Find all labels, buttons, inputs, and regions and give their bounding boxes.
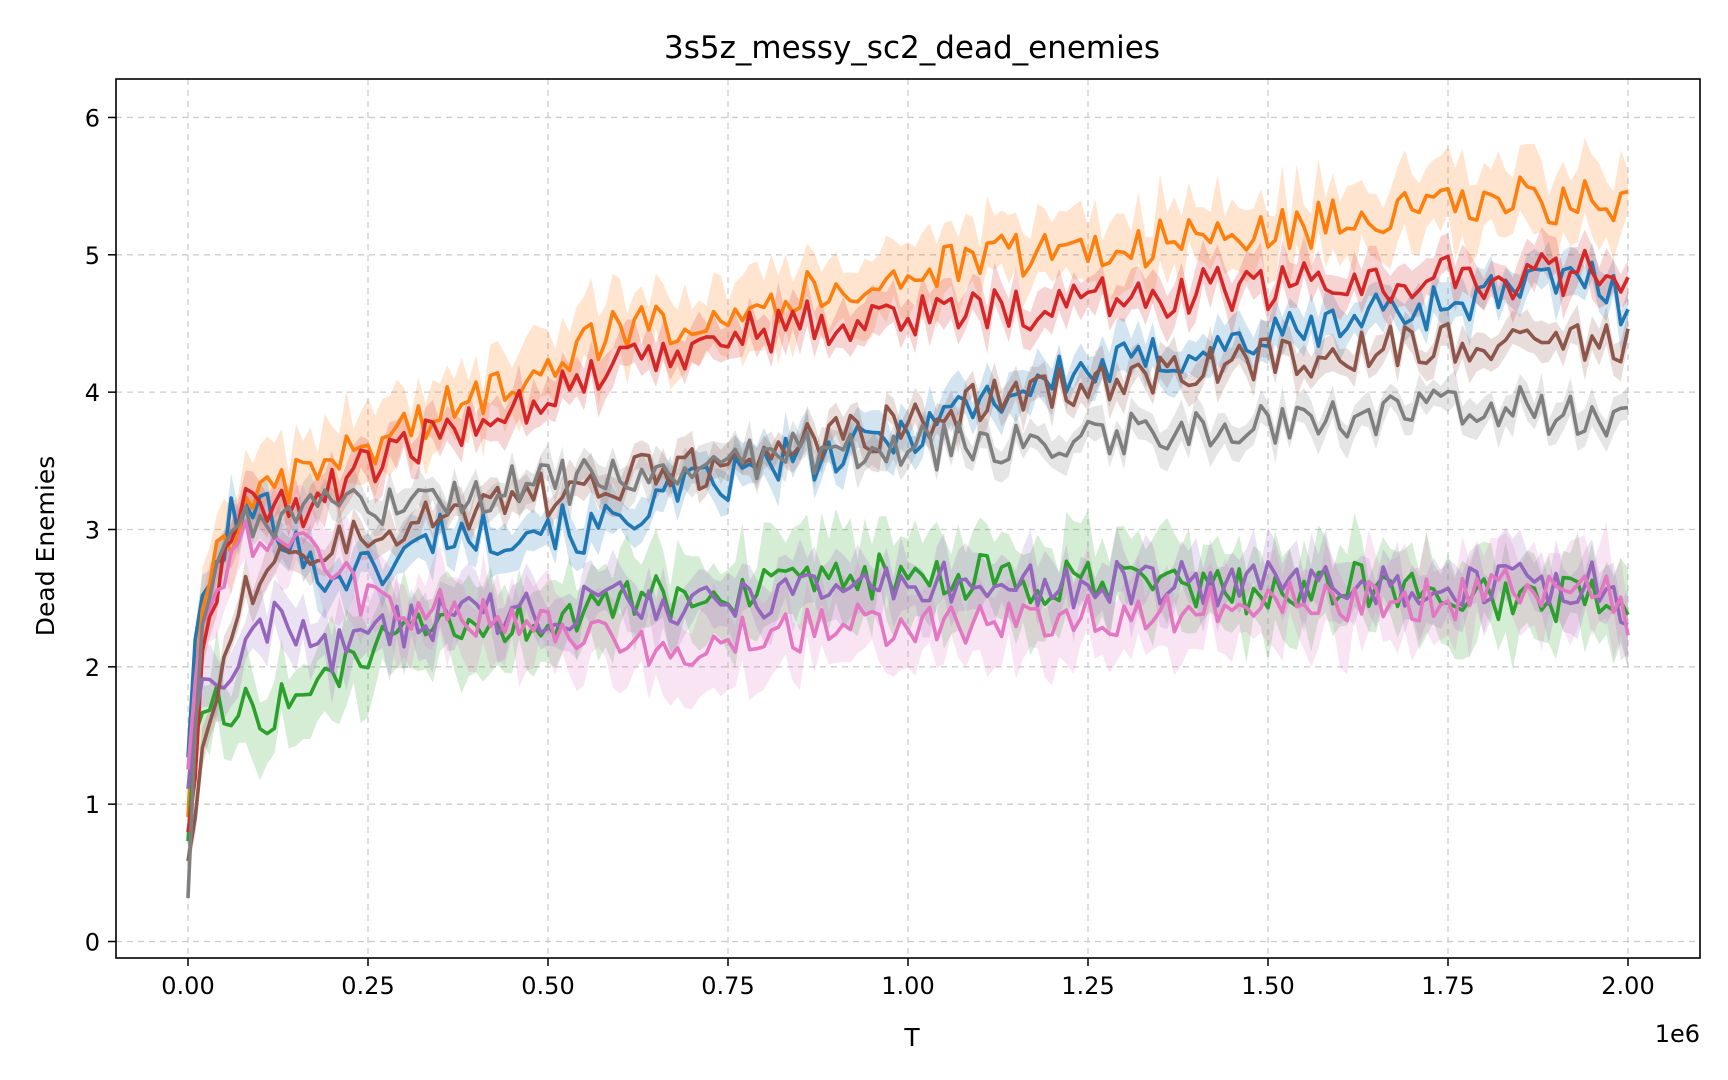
x-tick-label: 0.50	[521, 972, 574, 1000]
confidence-band	[188, 227, 1628, 860]
x-tick-label: 1.75	[1421, 972, 1474, 1000]
grid	[116, 79, 1700, 958]
series-line	[186, 519, 1630, 770]
confidence-band	[188, 370, 1628, 912]
confidence-band	[188, 526, 1628, 806]
x-axis-ticks: 0.00 0.25 0.50 0.75 1.00 1.25 1.50 1.75 2.00	[161, 958, 1655, 1000]
x-tick-label: 2.00	[1601, 972, 1654, 1000]
y-axis-label: Dead Enemies	[31, 456, 60, 637]
series-line	[186, 175, 1629, 818]
x-tick-label: 1.50	[1241, 972, 1294, 1000]
x-axis-offset-label: 1e6	[1655, 1020, 1700, 1048]
y-tick-label: 4	[85, 379, 100, 407]
y-tick-label: 0	[85, 929, 100, 957]
chart-title: 3s5z_messy_sc2_dead_enemies	[664, 30, 1160, 66]
x-tick-label: 1.00	[881, 972, 934, 1000]
x-axis-label: T	[903, 1023, 920, 1052]
series-line	[186, 385, 1629, 899]
y-axis-ticks: 0 1 2 3 4 5 6	[85, 104, 116, 957]
y-tick-label: 6	[85, 104, 100, 132]
x-tick-label: 0.75	[701, 972, 754, 1000]
series-line	[186, 248, 1630, 833]
series-line	[186, 260, 1630, 758]
confidence-band	[188, 137, 1628, 858]
x-tick-label: 1.25	[1061, 972, 1114, 1000]
y-tick-label: 1	[85, 791, 100, 819]
x-tick-label: 0.25	[341, 972, 394, 1000]
x-tick-label: 0.00	[161, 972, 214, 1000]
series-lines	[186, 175, 1630, 899]
series-line	[186, 559, 1629, 789]
y-tick-label: 3	[85, 516, 100, 544]
series-line	[186, 322, 1630, 862]
y-tick-label: 2	[85, 654, 100, 682]
y-tick-label: 5	[85, 242, 100, 270]
